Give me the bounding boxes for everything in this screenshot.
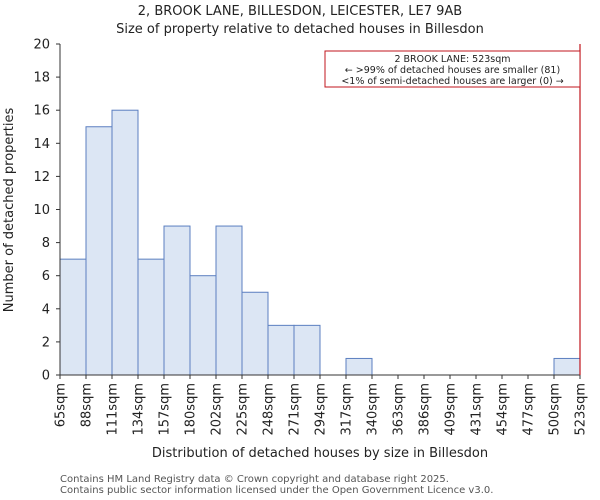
y-axis-label: Number of detached properties xyxy=(2,108,17,313)
x-tick-label: 500sqm xyxy=(548,383,563,436)
bar-group xyxy=(59,109,581,376)
property-marker: 2 BROOK LANE: 523sqm← >99% of detached h… xyxy=(324,44,581,375)
x-tick-label: 409sqm xyxy=(444,383,459,436)
y-tick-label: 18 xyxy=(33,71,50,86)
x-tick-label: 65sqm xyxy=(54,383,69,427)
bar-225sqm xyxy=(241,291,269,376)
annotation-box xyxy=(324,50,581,88)
bar-88sqm xyxy=(85,126,113,376)
y-tick-label: 16 xyxy=(33,104,50,119)
x-tick-label: 248sqm xyxy=(262,383,277,436)
x-axis-label: Distribution of detached houses by size … xyxy=(152,446,488,461)
x-tick-label: 363sqm xyxy=(392,383,407,436)
bar-157sqm xyxy=(163,225,191,376)
x-tick-label: 340sqm xyxy=(366,383,381,436)
bar-317sqm xyxy=(345,357,373,376)
bar-111sqm xyxy=(111,109,139,376)
y-tick-label: 12 xyxy=(33,170,50,185)
x-tick-label: 523sqm xyxy=(574,383,589,436)
x-tick-label: 111sqm xyxy=(106,383,121,436)
x-tick-label: 180sqm xyxy=(184,383,199,436)
x-tick-label: 386sqm xyxy=(418,383,433,436)
x-tick-label: 317sqm xyxy=(340,383,355,436)
bar-500sqm xyxy=(553,357,581,376)
x-tick-label: 294sqm xyxy=(314,383,329,436)
footer-line-2: Contains public sector information licen… xyxy=(60,485,494,496)
y-tick-label: 0 xyxy=(42,369,50,384)
bar-180sqm xyxy=(189,275,217,376)
annotation-line-2: ← >99% of detached houses are smaller (8… xyxy=(345,65,560,76)
chart-subtitle: Size of property relative to detached ho… xyxy=(116,22,484,37)
y-tick-label: 8 xyxy=(42,236,50,251)
y-tick-label: 4 xyxy=(42,302,50,317)
footer-line-1: Contains HM Land Registry data © Crown c… xyxy=(60,474,449,485)
y-axis-ticks: 0 2 4 6 8 10 12 14 16 18 20 xyxy=(33,38,60,384)
x-axis-ticks: 65sqm 88sqm 111sqm 134sqm 157sqm 180sqm 202sqm… xyxy=(54,375,589,436)
y-tick-label: 6 xyxy=(42,269,50,284)
bar-248sqm xyxy=(267,324,295,376)
y-tick-label: 14 xyxy=(33,137,50,152)
annotation-line-1: 2 BROOK LANE: 523sqm xyxy=(394,54,510,65)
bar-134sqm xyxy=(137,258,165,376)
x-tick-label: 225sqm xyxy=(236,383,251,436)
x-tick-label: 271sqm xyxy=(288,383,303,436)
x-tick-label: 134sqm xyxy=(132,383,147,436)
x-tick-label: 157sqm xyxy=(158,383,173,436)
y-tick-label: 10 xyxy=(33,203,50,218)
y-tick-label: 20 xyxy=(33,38,50,53)
x-tick-label: 454sqm xyxy=(496,383,511,436)
annotation-line-3: <1% of semi-detached houses are larger (… xyxy=(341,76,563,87)
bar-271sqm xyxy=(293,324,321,376)
y-tick-label: 2 xyxy=(42,335,50,350)
x-tick-label: 202sqm xyxy=(210,383,225,436)
bar-202sqm xyxy=(215,225,243,376)
x-tick-label: 88sqm xyxy=(80,383,95,427)
bar-65sqm xyxy=(59,258,87,376)
chart-title: 2, BROOK LANE, BILLESDON, LEICESTER, LE7… xyxy=(138,4,462,19)
x-tick-label: 431sqm xyxy=(470,383,485,436)
x-tick-label: 477sqm xyxy=(522,383,537,436)
footer-attribution: Contains HM Land Registry data © Crown c… xyxy=(60,474,493,496)
